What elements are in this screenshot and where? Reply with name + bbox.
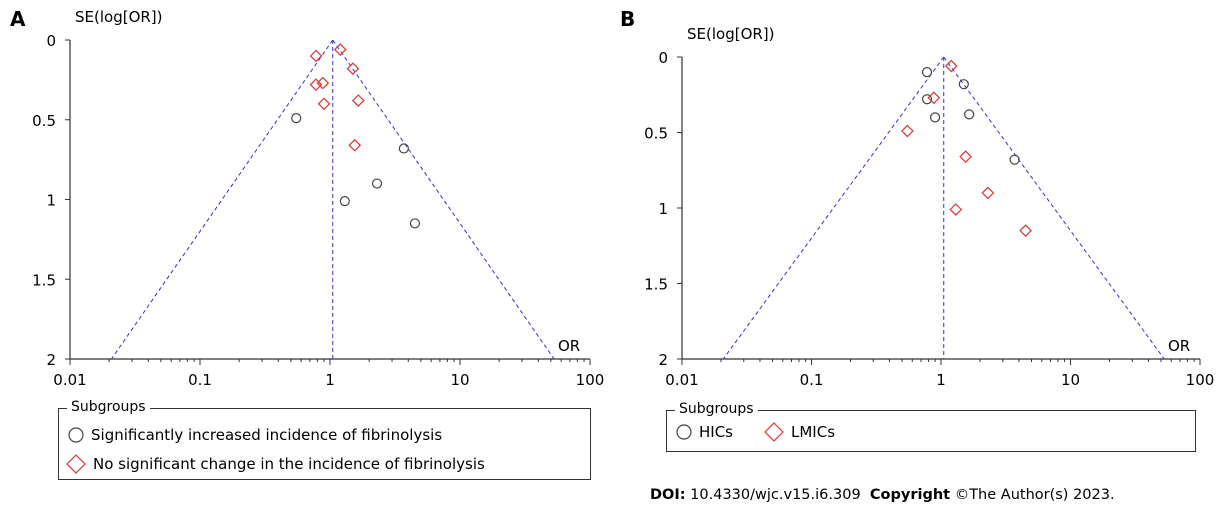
- data-point-diamond: [959, 150, 972, 164]
- x-tick-label: 1: [325, 371, 335, 389]
- circle-marker-icon: [68, 427, 84, 443]
- legend-entry: HICs: [675, 423, 733, 441]
- x-tick-label: 100: [576, 371, 605, 389]
- funnel-right-line: [332, 39, 555, 360]
- doi-label: DOI:: [650, 487, 686, 503]
- data-point-diamond: [949, 203, 963, 216]
- y-tick-label: 0: [46, 32, 56, 50]
- x-tick-label: 0.01: [665, 371, 698, 389]
- data-point-diamond: [944, 59, 958, 73]
- data-point-circle: [339, 195, 350, 207]
- data-point-diamond: [1019, 224, 1032, 237]
- data-point-diamond: [333, 43, 347, 56]
- funnel-right-line: [943, 56, 1165, 360]
- x-axis-title: OR: [1168, 337, 1190, 355]
- x-tick-label: 100: [1186, 371, 1215, 389]
- copyright-value: ©The Author(s) 2023.: [954, 487, 1115, 503]
- x-axis-title: OR: [558, 337, 580, 355]
- data-point-circle: [964, 109, 975, 120]
- data-point-diamond: [346, 62, 360, 76]
- panel-label: A: [10, 7, 26, 31]
- data-point-circle: [958, 79, 969, 90]
- data-point-diamond: [309, 78, 323, 92]
- y-tick-label: 0: [658, 49, 668, 67]
- y-axis-title: SE(log[OR]): [687, 25, 775, 43]
- data-point-circle: [929, 112, 941, 123]
- x-tick-label: 0.01: [53, 371, 86, 389]
- x-tick-label: 10: [1061, 371, 1080, 389]
- data-point-diamond: [981, 186, 995, 200]
- data-point-diamond: [351, 94, 365, 107]
- x-tick-label: 1: [936, 371, 946, 389]
- y-tick-label: 1: [46, 192, 56, 210]
- data-point-diamond: [927, 91, 941, 105]
- legend-title: Subgroups: [675, 400, 758, 418]
- data-point-diamond: [901, 124, 914, 138]
- y-tick-label: 2: [658, 351, 668, 369]
- y-tick-label: 1.5: [644, 276, 668, 294]
- copyright-label: Copyright: [869, 487, 951, 503]
- y-tick-label: 0.5: [32, 112, 56, 130]
- data-point-diamond: [348, 138, 362, 152]
- diamond-marker-icon: [764, 422, 784, 442]
- funnel-plot-b: B 0 0.5 1 1.5 2 0.01 0.1 1 10 100 SE(log[OR]) OR: [620, 7, 1214, 389]
- doi-copyright-line: DOI: 10.4330/wjc.v15.i6.309 Copyright ©T…: [650, 487, 1115, 503]
- data-point-circle: [398, 143, 409, 154]
- data-point-circle: [291, 113, 302, 124]
- data-point-circle: [371, 178, 383, 189]
- legend-entry: No significant change in the incidence o…: [65, 453, 485, 475]
- x-tick-label: 10: [450, 371, 469, 389]
- y-tick-label: 1.5: [32, 271, 56, 289]
- x-tick-label: 0.1: [800, 371, 824, 389]
- y-axis-title: SE(log[OR]): [75, 8, 163, 26]
- data-point-diamond: [309, 49, 323, 63]
- legend-label: LMICs: [791, 423, 836, 441]
- y-tick-label: 0.5: [644, 125, 668, 143]
- legend-label: No significant change in the incidence o…: [93, 455, 485, 473]
- data-point-diamond: [317, 97, 331, 111]
- legend-label: HICs: [699, 423, 733, 441]
- data-point-diamond: [316, 76, 330, 90]
- legend-entry: Significantly increased incidence of fib…: [67, 426, 442, 444]
- legend-a: Subgroups Significantly increased incide…: [58, 398, 591, 480]
- legend-entry: LMICs: [763, 421, 835, 443]
- circle-marker-icon: [676, 424, 692, 440]
- doi-value: 10.4330/wjc.v15.i6.309: [690, 487, 861, 503]
- panel-label: B: [620, 7, 635, 31]
- legend-b: Subgroups HICs LMICs: [666, 400, 1196, 452]
- diamond-marker-icon: [66, 454, 86, 474]
- funnel-left-line: [722, 56, 945, 360]
- funnel-left-line: [111, 39, 334, 360]
- y-tick-label: 1: [658, 200, 668, 218]
- x-tick-label: 0.1: [188, 371, 212, 389]
- y-tick-label: 2: [46, 351, 56, 369]
- data-point-circle: [921, 66, 933, 78]
- funnel-plot-a: A 0 0.5 1 1.5 2 0.01 0.1 1 10 100 SE(log[OR]) OR: [10, 7, 604, 389]
- legend-label: Significantly increased incidence of fib…: [91, 426, 443, 444]
- data-point-circle: [1009, 154, 1020, 165]
- legend-title: Subgroups: [67, 398, 150, 416]
- data-point-circle: [409, 218, 421, 229]
- data-point-circle: [921, 94, 933, 105]
